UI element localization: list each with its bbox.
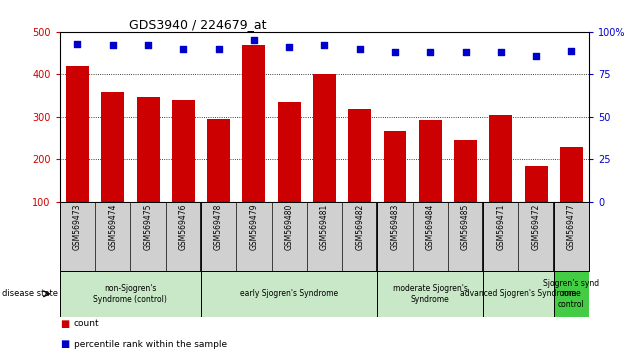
Text: GSM569482: GSM569482 [355,204,364,250]
Point [214,46,224,52]
Text: GSM569474: GSM569474 [108,204,117,250]
Bar [525,166,547,244]
Bar [348,109,371,244]
Bar [384,131,406,244]
Text: GSM569481: GSM569481 [320,204,329,250]
Point [390,50,400,55]
Bar [137,97,159,244]
Point [425,50,435,55]
Text: GSM569483: GSM569483 [391,204,399,250]
Point [108,42,118,48]
Bar [243,45,265,244]
Text: ■: ■ [60,319,69,329]
Point [249,38,259,43]
Point [319,42,329,48]
Bar [201,271,377,317]
Bar [560,147,583,244]
Text: GSM569477: GSM569477 [567,204,576,250]
Bar [172,100,195,244]
Point [461,50,471,55]
Text: disease state: disease state [2,289,58,298]
Point [355,46,365,52]
Point [496,50,506,55]
Point [178,46,188,52]
Bar [554,271,589,317]
Point [72,41,83,47]
Point [566,48,576,53]
Bar [454,140,477,244]
Text: GSM569473: GSM569473 [73,204,82,250]
Text: GDS3940 / 224679_at: GDS3940 / 224679_at [129,18,266,31]
Bar [278,102,301,244]
Text: moderate Sjogren's
Syndrome: moderate Sjogren's Syndrome [393,284,467,303]
Bar [60,271,201,317]
Text: count: count [74,319,100,329]
Text: GSM569480: GSM569480 [285,204,294,250]
Bar [490,115,512,244]
Bar [66,66,89,244]
Text: ■: ■ [60,339,69,349]
Text: GSM569472: GSM569472 [532,204,541,250]
Bar [313,74,336,244]
Text: GSM569484: GSM569484 [426,204,435,250]
Text: GSM569471: GSM569471 [496,204,505,250]
Bar [207,119,230,244]
Bar [419,120,442,244]
Point [531,53,541,58]
Text: Sjogren’s synd
rome
control: Sjogren’s synd rome control [543,279,600,309]
Point [143,42,153,48]
Text: GSM569475: GSM569475 [144,204,152,250]
Text: advanced Sjogren's Syndrome: advanced Sjogren's Syndrome [461,289,576,298]
Text: GSM569479: GSM569479 [249,204,258,250]
Point [284,44,294,50]
Text: GSM569478: GSM569478 [214,204,223,250]
Text: non-Sjogren's
Syndrome (control): non-Sjogren's Syndrome (control) [93,284,168,303]
Text: early Sjogren's Syndrome: early Sjogren's Syndrome [240,289,338,298]
Bar [101,92,124,244]
Text: percentile rank within the sample: percentile rank within the sample [74,339,227,349]
Text: GSM569485: GSM569485 [461,204,470,250]
Bar [377,271,483,317]
Bar [483,271,554,317]
Text: GSM569476: GSM569476 [179,204,188,250]
